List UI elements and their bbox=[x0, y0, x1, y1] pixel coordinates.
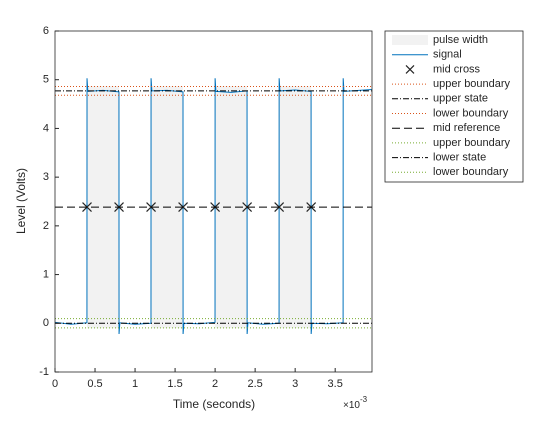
legend-label: lower state bbox=[433, 152, 486, 164]
y-tick-label: 0 bbox=[43, 317, 49, 329]
x-tick-label: 2.5 bbox=[247, 378, 262, 390]
y-tick-label: 3 bbox=[43, 171, 49, 183]
y-tick-label: 6 bbox=[43, 25, 49, 37]
mid-cross-marker bbox=[178, 202, 189, 213]
legend-label: upper boundary bbox=[433, 78, 511, 90]
y-tick-label: 1 bbox=[43, 268, 49, 280]
legend-box bbox=[384, 30, 524, 183]
y-tick-label: -1 bbox=[39, 366, 49, 378]
x-scale-base: ×10 bbox=[343, 400, 360, 411]
x-tick-label: 0.5 bbox=[87, 378, 102, 390]
x-tick-label: 3 bbox=[292, 378, 298, 390]
legend-label: upper boundary bbox=[433, 137, 511, 149]
x-scale-label: ×10-3 bbox=[343, 395, 368, 411]
mid-cross-marker bbox=[274, 202, 285, 213]
x-tick-label: 1.5 bbox=[167, 378, 182, 390]
y-tick-label: 4 bbox=[43, 122, 49, 134]
mid-cross-marker bbox=[82, 202, 92, 213]
y-tick-label: 2 bbox=[43, 220, 49, 232]
x-scale-exponent: -3 bbox=[360, 395, 368, 404]
legend-label: lower boundary bbox=[433, 107, 509, 119]
legend-swatch bbox=[392, 35, 428, 45]
y-axis-label: Level (Volts) bbox=[14, 168, 28, 234]
x-tick-label: 0 bbox=[52, 378, 58, 390]
x-tick-label: 3.5 bbox=[328, 378, 343, 390]
legend-label: signal bbox=[433, 49, 462, 61]
legend-swatch bbox=[405, 64, 415, 74]
y-tick-label: 5 bbox=[43, 74, 49, 86]
signal-line bbox=[54, 78, 373, 335]
axes-box bbox=[54, 30, 373, 373]
x-tick-label: 2 bbox=[212, 378, 218, 390]
legend-label: upper state bbox=[433, 93, 488, 105]
legend-label: lower boundary bbox=[433, 166, 509, 178]
legend-label: pulse width bbox=[433, 34, 488, 46]
x-tick-label: 1 bbox=[132, 378, 138, 390]
legend-label: mid cross bbox=[433, 63, 481, 75]
x-axis-label: Time (seconds) bbox=[173, 397, 255, 411]
legend-label: mid reference bbox=[433, 122, 500, 134]
